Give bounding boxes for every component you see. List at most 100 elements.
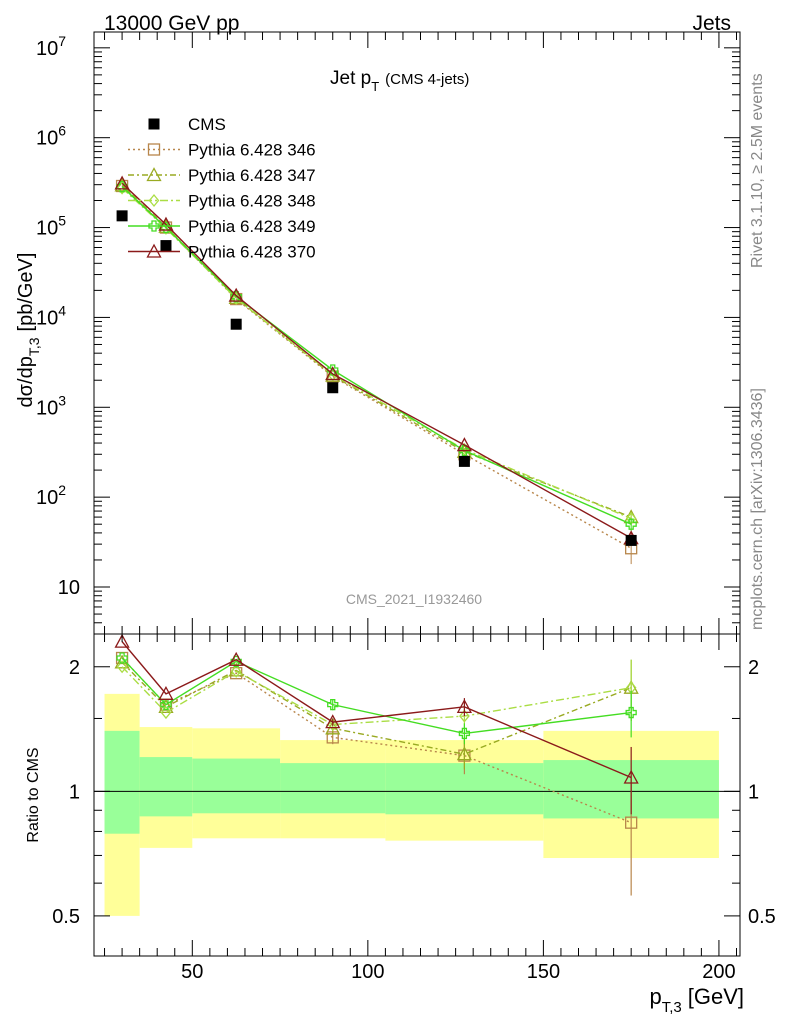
legend-label: Pythia 6.428 349 xyxy=(188,217,316,236)
main-ytick-exp: 6 xyxy=(58,123,66,139)
main-ytick-base: 10 xyxy=(36,487,58,509)
ratio-point xyxy=(230,664,242,678)
main-ytick-label: 102 xyxy=(36,482,66,509)
main-title-sub: T xyxy=(371,79,379,94)
rivet-text: Rivet 3.1.10, ≥ 2.5M events xyxy=(749,73,766,268)
ratio-point xyxy=(158,686,174,701)
main-point xyxy=(456,437,472,452)
ratio-band-green xyxy=(280,763,386,814)
ratio-point xyxy=(114,633,130,648)
ratio-point xyxy=(456,746,472,761)
legend-marker xyxy=(148,118,160,130)
ratio-series-line xyxy=(121,641,632,779)
ratio-data-layer xyxy=(114,633,639,896)
header-right: Jets xyxy=(692,12,731,35)
ratio-point xyxy=(458,727,471,740)
watermark: CMS_2021_I1932460 xyxy=(346,591,482,607)
main-title: Jet pT (CMS 4-jets) xyxy=(330,68,469,94)
main-ytick-exp: 3 xyxy=(58,392,66,408)
data-point xyxy=(458,455,470,467)
xtick-label: 200 xyxy=(702,961,735,983)
main-series-line xyxy=(121,182,632,539)
main-point xyxy=(228,287,244,302)
main-ylabel: dσ/dpT,3 [pb/GeV] xyxy=(15,253,42,408)
main-ytick-exp: 5 xyxy=(58,213,66,229)
xtick-label: 150 xyxy=(527,961,560,983)
ratio-series-line xyxy=(121,657,632,735)
ratio-point xyxy=(160,706,172,720)
main-ytick-base: 10 xyxy=(36,307,58,329)
ratio-point xyxy=(327,698,339,711)
main-ylabel-sub: T,3 xyxy=(26,337,42,356)
ratio-band-green xyxy=(104,730,140,834)
legend-label: Pythia 6.428 348 xyxy=(188,192,316,211)
data-point xyxy=(116,210,128,222)
main-ylabel-unit: [pb/GeV] xyxy=(15,253,37,332)
ratio-band-green xyxy=(139,757,193,817)
ratio-point xyxy=(116,660,128,674)
ratio-point xyxy=(325,714,341,729)
mcplots-text: mcplots.cern.ch [arXiv:1306.3436] xyxy=(749,388,766,630)
main-data-layer xyxy=(114,175,639,565)
legend-label: CMS xyxy=(188,115,226,134)
header-left: 13000 GeV pp xyxy=(104,12,239,35)
legend-marker xyxy=(148,193,160,208)
xtick-label: 50 xyxy=(181,961,203,983)
main-ytick-label: 107 xyxy=(36,33,66,60)
ratio-ytick-label: 0.5 xyxy=(52,906,80,928)
ratio-point xyxy=(623,769,639,784)
x-axis-label-text: p xyxy=(649,984,661,1009)
legend: CMS Pythia 6.428 346 Pythia 6.428 347 Pythi… xyxy=(128,115,316,262)
main-ytick-label: 104 xyxy=(36,302,66,329)
ratio-ytick-label: 1 xyxy=(69,781,80,803)
ratio-ytick-label: 2 xyxy=(69,657,80,679)
main-series-line xyxy=(121,186,632,525)
ratio-panel-frame xyxy=(93,633,741,957)
main-ytick-label: 103 xyxy=(36,392,66,419)
data-point xyxy=(230,318,242,330)
ratio-ylabel: Ratio to CMS xyxy=(25,747,42,842)
main-title-extra: (CMS 4-jets) xyxy=(385,71,469,88)
legend-label: Pythia 6.428 347 xyxy=(188,166,316,185)
ratio-point xyxy=(456,699,472,714)
ratio-band-green xyxy=(192,758,281,814)
ratio-point xyxy=(459,709,470,723)
data-point xyxy=(160,240,172,252)
ratio-point xyxy=(116,652,128,664)
ratio-panel: 0.5 0.5 1 1 2 2 50 100 150 200 Ratio to CMS pT,3… xyxy=(25,633,776,1016)
main-title-text: Jet p xyxy=(330,68,371,89)
ratio-y-axis: 0.5 0.5 1 1 2 2 xyxy=(52,657,776,928)
main-ytick-exp: 4 xyxy=(58,302,66,318)
main-ytick-base: 10 xyxy=(36,128,58,150)
x-axis-label-sub: T,3 xyxy=(662,999,682,1016)
ratio-ytick-label-right: 2 xyxy=(748,657,759,679)
main-ytick-exp: 7 xyxy=(58,33,66,49)
ratio-ytick-label-right: 0.5 xyxy=(748,906,776,928)
main-ytick-exp: 2 xyxy=(58,482,66,498)
x-axis-label-unit: [GeV] xyxy=(688,984,744,1009)
legend-marker xyxy=(148,220,160,232)
ratio-x-axis: 50 100 150 200 xyxy=(104,634,737,983)
main-ylabel-text: dσ/dp xyxy=(15,356,37,407)
main-point xyxy=(158,216,174,231)
main-point xyxy=(114,175,130,190)
main-point xyxy=(459,442,470,456)
ratio-point xyxy=(625,816,638,829)
ratio-point xyxy=(625,706,637,719)
legend-marker xyxy=(146,243,162,258)
ratio-bands xyxy=(104,693,719,916)
ratio-point xyxy=(327,718,339,732)
main-point xyxy=(230,292,242,306)
ratio-series-line xyxy=(121,666,632,726)
ratio-point xyxy=(230,655,242,668)
data-point xyxy=(327,382,339,394)
ratio-point xyxy=(160,698,172,711)
main-series-line xyxy=(121,185,632,549)
legend-marker xyxy=(146,167,162,182)
main-ytick-base: 10 xyxy=(36,38,58,60)
main-ytick-label: 106 xyxy=(36,123,66,150)
main-series-line xyxy=(121,187,632,520)
